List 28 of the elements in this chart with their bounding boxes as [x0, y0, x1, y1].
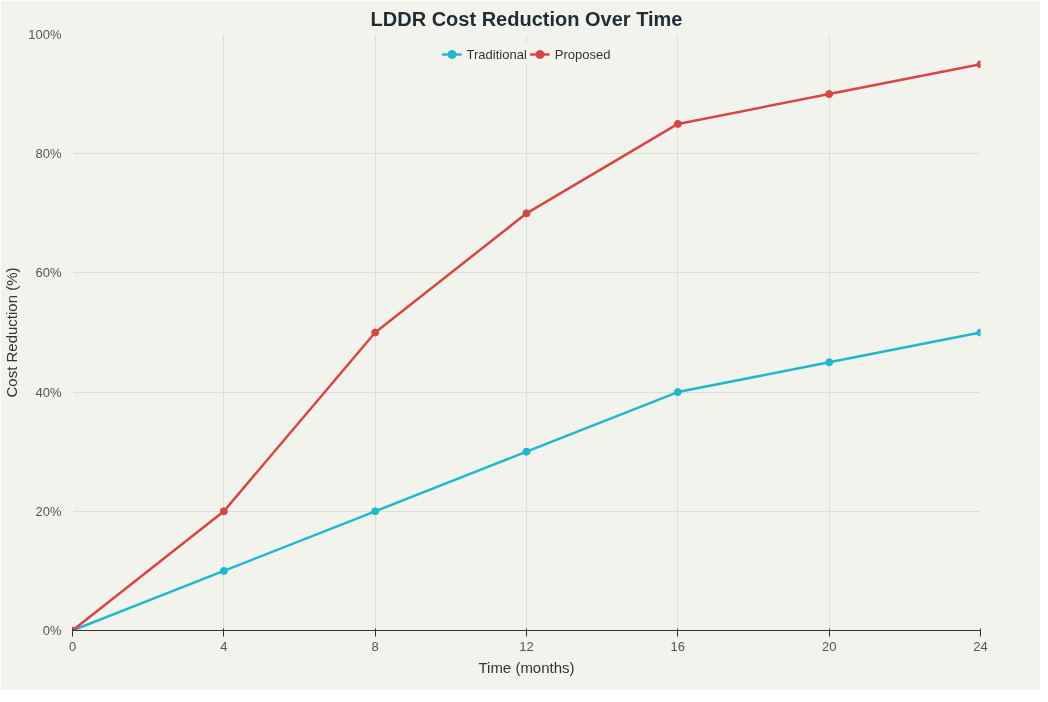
x-axis-title: Time (months) — [478, 658, 575, 676]
x-tick-label: 0 — [68, 638, 77, 654]
point — [219, 507, 228, 516]
y-tick-label: 20% — [35, 503, 62, 519]
y-tick-label: 100% — [28, 27, 62, 42]
legend-label: Proposed — [554, 46, 611, 62]
x-tick-label: 24 — [973, 638, 988, 654]
x-tick-label: 20 — [821, 638, 837, 654]
x-tick-label: 4 — [220, 638, 228, 654]
point — [371, 507, 380, 516]
y-tick-label: 60% — [35, 265, 62, 281]
point — [825, 358, 834, 367]
chart-title: LDDR Cost Reduction Over Time — [370, 7, 683, 30]
point — [673, 388, 682, 397]
point — [219, 566, 228, 575]
point — [522, 447, 531, 456]
point — [673, 119, 682, 128]
point — [522, 209, 531, 218]
legend-label: Traditional — [466, 46, 527, 62]
point — [825, 90, 834, 99]
y-tick-label: 40% — [35, 384, 62, 400]
x-tick-label: 12 — [519, 638, 534, 654]
point — [371, 328, 380, 337]
y-axis-title: Cost Reduction (%) — [3, 267, 21, 398]
x-tick-label: 8 — [371, 638, 379, 654]
x-tick-label: 16 — [670, 638, 686, 654]
y-tick-label: 80% — [35, 146, 62, 162]
y-tick-label: 0% — [42, 623, 62, 638]
